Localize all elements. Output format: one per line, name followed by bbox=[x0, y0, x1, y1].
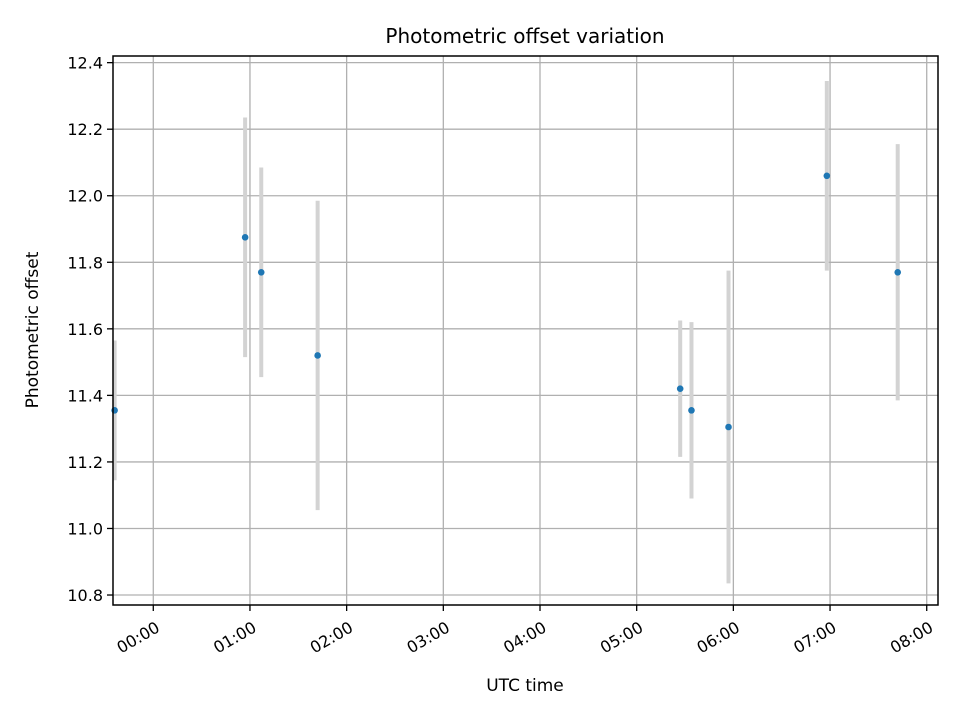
y-tick-label: 11.6 bbox=[67, 320, 103, 339]
x-tick-label: 00:00 bbox=[113, 618, 162, 658]
y-axis-ticks: 10.8 11.0 11.2 11.4 11.6 11.8 12.0 12.2 12.4 bbox=[67, 54, 113, 605]
y-tick-label: 12.2 bbox=[67, 120, 103, 139]
x-tick-label: 06:00 bbox=[694, 618, 743, 658]
x-tick-label: 04:00 bbox=[500, 618, 549, 658]
y-tick-label: 12.0 bbox=[67, 187, 103, 206]
data-point bbox=[676, 385, 684, 393]
y-tick-label: 10.8 bbox=[67, 586, 103, 605]
data-point bbox=[257, 268, 265, 276]
y-tick-label: 11.4 bbox=[67, 386, 103, 405]
grid bbox=[113, 56, 938, 605]
data-points bbox=[111, 172, 902, 431]
x-tick-label: 02:00 bbox=[307, 618, 356, 658]
plot-frame bbox=[112, 55, 939, 606]
data-point bbox=[894, 268, 902, 276]
y-tick-label: 11.0 bbox=[67, 519, 103, 538]
data-point bbox=[725, 423, 732, 431]
x-tick-label: 03:00 bbox=[403, 618, 452, 658]
x-tick-label: 07:00 bbox=[790, 618, 839, 658]
y-tick-label: 11.2 bbox=[67, 453, 103, 472]
chart-title: Photometric offset variation bbox=[385, 24, 664, 48]
data-point bbox=[688, 407, 695, 414]
y-tick-label: 12.4 bbox=[67, 54, 103, 73]
x-axis-label: UTC time bbox=[486, 676, 564, 696]
x-axis-ticks: 00:00 01:00 02:00 03:00 04:00 05:00 06:00 07:00… bbox=[113, 605, 936, 657]
y-tick-label: 11.8 bbox=[67, 253, 103, 272]
x-tick-label: 05:00 bbox=[597, 618, 646, 658]
data-point bbox=[241, 234, 249, 241]
data-point bbox=[314, 352, 321, 359]
errorbars bbox=[112, 80, 900, 584]
data-point bbox=[823, 172, 831, 180]
x-tick-label: 01:00 bbox=[210, 618, 259, 658]
x-tick-label: 08:00 bbox=[887, 618, 936, 658]
y-axis-label: Photometric offset bbox=[23, 251, 43, 408]
